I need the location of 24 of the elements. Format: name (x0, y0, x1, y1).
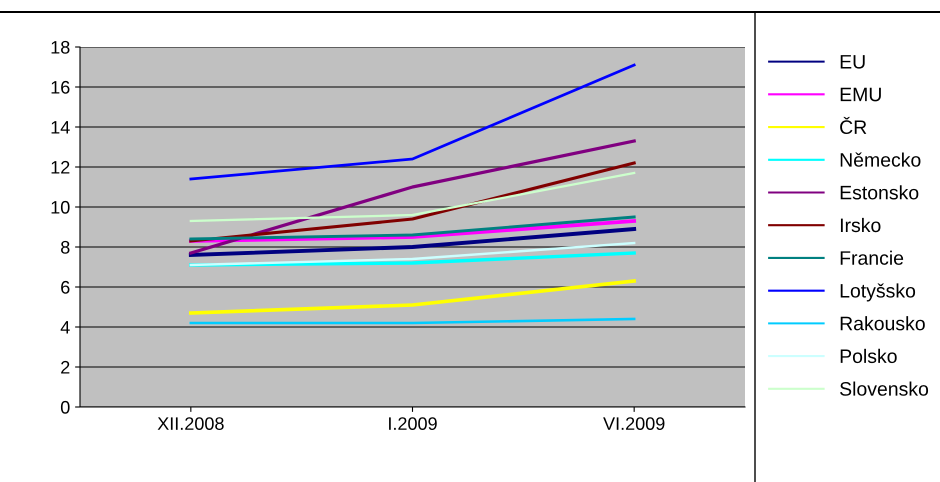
y-tick-label: 12 (52, 160, 70, 174)
x-tick-label: VI.2009 (603, 417, 664, 430)
x-tick-label: I.2009 (389, 417, 437, 430)
y-tick-label: 14 (52, 121, 70, 134)
y-tick-label: 16 (52, 80, 70, 94)
y-tick-label: 6 (61, 280, 70, 294)
legend-label: Rakousko (840, 316, 925, 330)
legend-label: Francie (840, 250, 904, 265)
legend-label: Lotyšsko (840, 283, 916, 302)
legend-label: Polsko (840, 348, 897, 364)
y-tick-label: 4 (60, 321, 70, 334)
legend-label: Slovensko (840, 382, 928, 396)
legend-label: Estonsko (840, 185, 918, 200)
legend-label: Irsko (840, 218, 880, 232)
legend-label: Německo (840, 152, 920, 167)
y-tick-label: 8 (61, 240, 70, 254)
y-tick-label: 18 (52, 40, 70, 54)
y-tick-label: 0 (60, 400, 70, 414)
x-tick-label: XII.2008 (158, 417, 224, 430)
legend-label: EU (840, 55, 865, 69)
y-tick-label: 10 (52, 200, 70, 214)
y-tick-label: 2 (61, 360, 70, 374)
legend-label: ČR (840, 116, 866, 134)
legend-label: EMU (840, 88, 881, 102)
